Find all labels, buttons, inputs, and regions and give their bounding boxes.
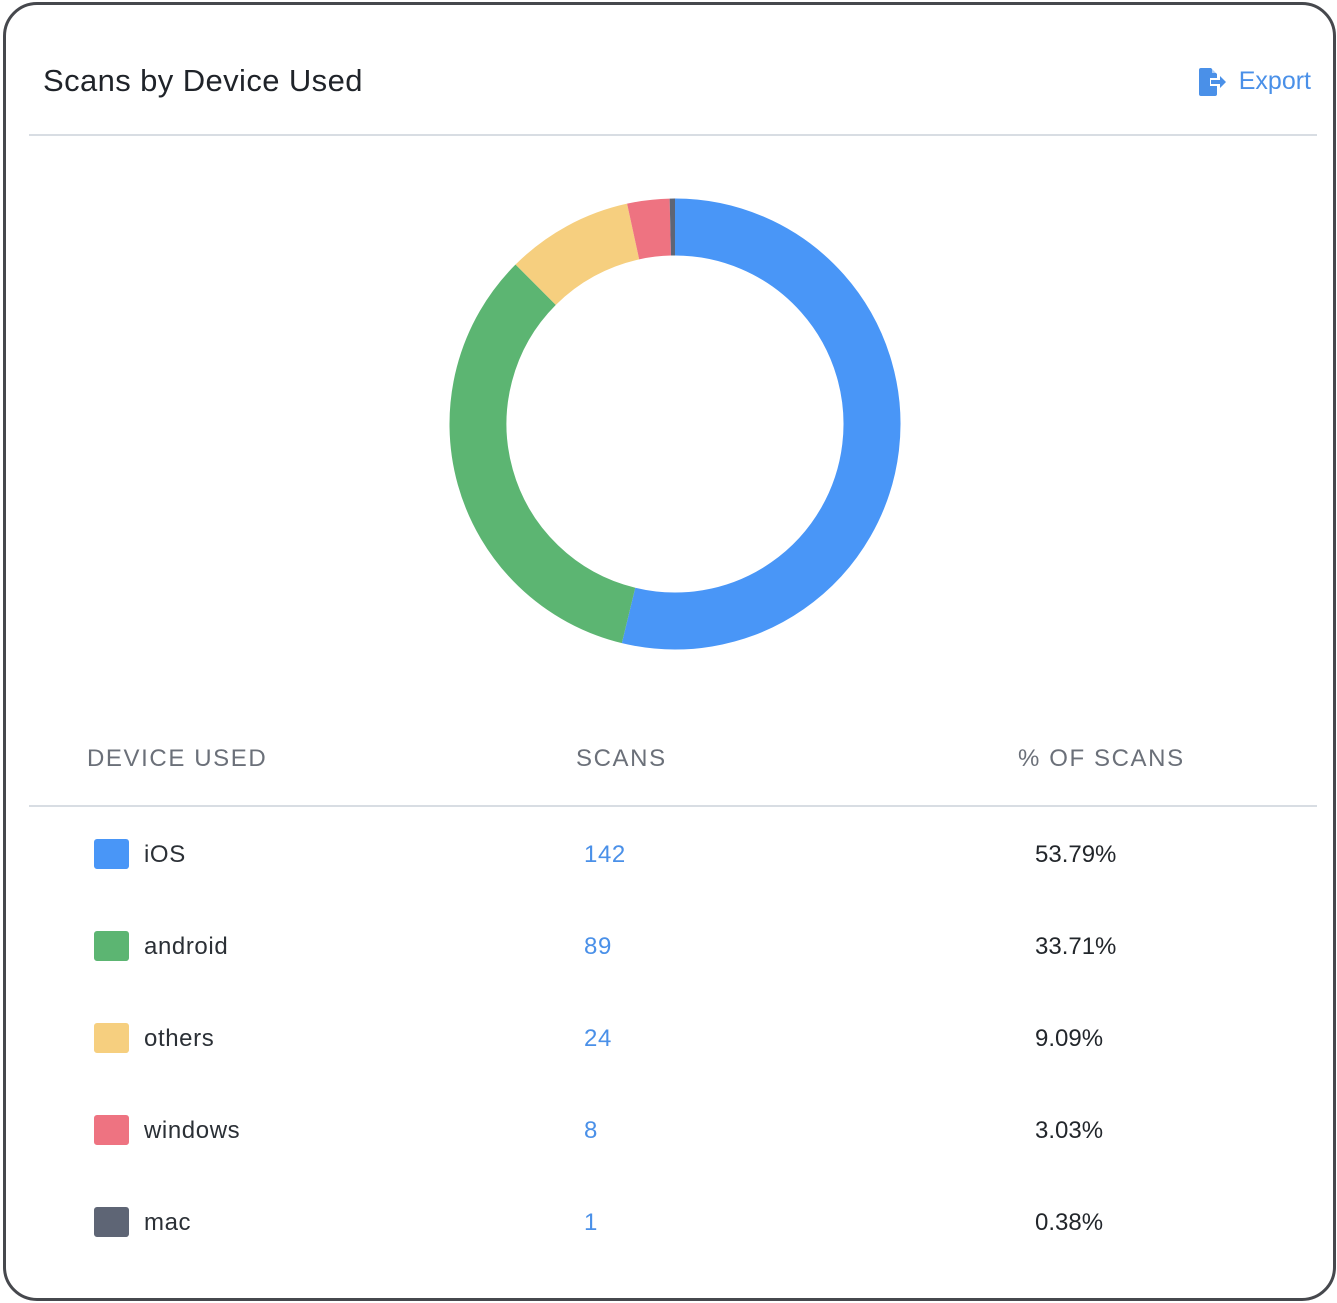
legend-swatch-ios (94, 839, 129, 869)
table-row-windows: windows 8 3.03% (6, 1113, 1333, 1153)
scans-by-device-card: Scans by Device Used Export DEVICE USED … (3, 2, 1336, 1301)
device-label: iOS (144, 841, 186, 868)
export-button[interactable]: Export (1197, 67, 1311, 96)
scans-count-link[interactable]: 1 (584, 1209, 598, 1236)
donut-slice-android[interactable] (449, 264, 636, 644)
table-row-mac: mac 1 0.38% (6, 1205, 1333, 1245)
column-header-scans: SCANS (576, 745, 667, 772)
percent-value: 33.71% (1035, 933, 1117, 960)
donut-chart-svg (449, 198, 901, 650)
donut-chart (6, 135, 1333, 715)
donut-slice-windows[interactable] (627, 198, 672, 260)
scans-count-link[interactable]: 142 (584, 841, 626, 868)
legend-swatch-mac (94, 1207, 129, 1237)
table-row-ios: iOS 142 53.79% (6, 837, 1333, 877)
device-label: windows (144, 1117, 241, 1144)
scans-count-link[interactable]: 89 (584, 933, 612, 960)
device-label: android (144, 933, 229, 960)
percent-value: 53.79% (1035, 841, 1117, 868)
percent-value: 3.03% (1035, 1117, 1104, 1144)
legend-swatch-windows (94, 1115, 129, 1145)
card-header: Scans by Device Used Export (6, 5, 1333, 135)
scans-count-link[interactable]: 8 (584, 1117, 598, 1144)
export-label: Export (1238, 67, 1311, 95)
percent-value: 0.38% (1035, 1209, 1104, 1236)
device-label: mac (144, 1209, 192, 1236)
legend-swatch-android (94, 931, 129, 961)
column-header-percent: % OF SCANS (1018, 745, 1185, 772)
card-title: Scans by Device Used (43, 63, 363, 98)
table-header: DEVICE USED SCANS % OF SCANS (6, 745, 1333, 775)
table-row-others: others 24 9.09% (6, 1021, 1333, 1061)
percent-value: 9.09% (1035, 1025, 1104, 1052)
header-divider (29, 134, 1317, 136)
file-export-icon (1197, 67, 1227, 96)
device-label: others (144, 1025, 215, 1052)
column-header-device: DEVICE USED (87, 745, 268, 772)
donut-slice-others[interactable] (515, 203, 640, 306)
donut-slice-ios[interactable] (621, 198, 901, 650)
legend-swatch-others (94, 1023, 129, 1053)
table-header-divider (29, 805, 1317, 807)
table-row-android: android 89 33.71% (6, 929, 1333, 969)
scans-count-link[interactable]: 24 (584, 1025, 612, 1052)
